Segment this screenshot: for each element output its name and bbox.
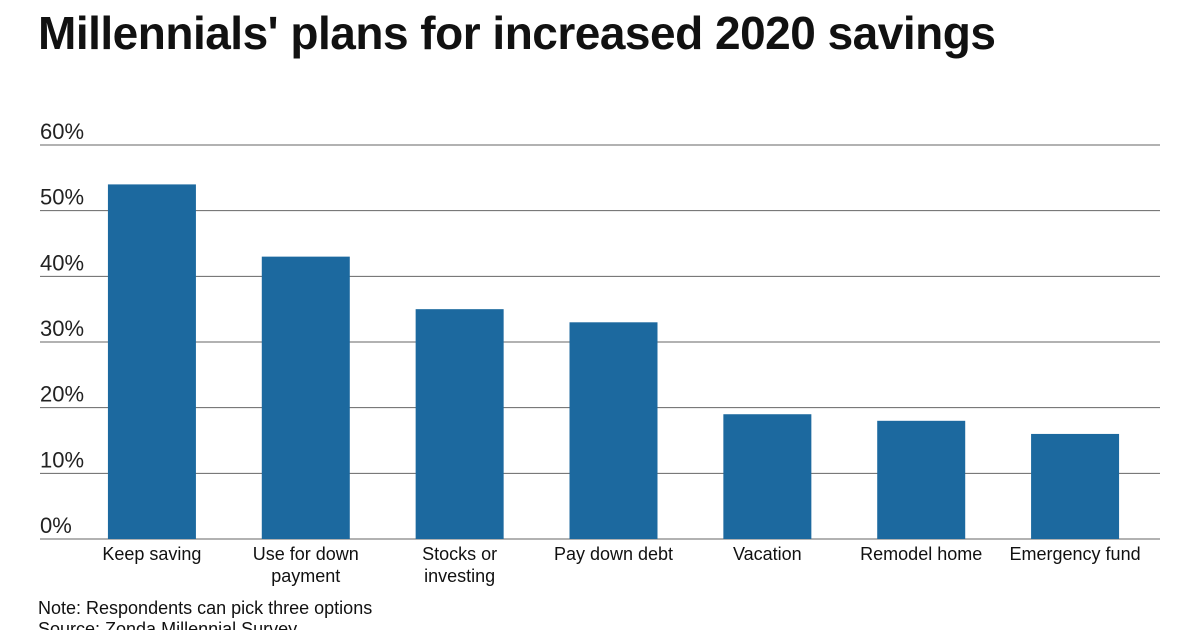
bar (569, 322, 658, 539)
x-tick-label: Remodel home (860, 544, 983, 564)
bar (877, 420, 966, 539)
x-tick-label: Use for down payment (252, 544, 359, 586)
y-tick-label: 40% (40, 250, 84, 275)
y-tick-label: 30% (40, 316, 84, 341)
y-tick-label: 10% (40, 447, 84, 472)
x-tick-label: Stocks or investing (422, 544, 498, 586)
y-tick-label: 60% (40, 119, 84, 144)
bar (1031, 433, 1120, 539)
x-tick-label: Pay down debt (553, 544, 674, 564)
x-tick-label: Keep saving (102, 544, 202, 564)
x-tick-label: Vacation (732, 544, 802, 564)
bar (261, 256, 350, 539)
y-tick-label: 20% (40, 382, 84, 407)
y-tick-label: 0% (40, 513, 72, 538)
chart-title: Millennials' plans for increased 2020 sa… (38, 7, 996, 59)
note: Note: Respondents can pick three options (38, 598, 373, 618)
source: Source: Zonda Millennial Survey (38, 619, 298, 630)
bar (107, 184, 196, 539)
x-tick-label: Emergency fund (1009, 544, 1141, 564)
y-tick-label: 50% (40, 185, 84, 210)
bar (415, 309, 504, 539)
bar (723, 414, 812, 539)
